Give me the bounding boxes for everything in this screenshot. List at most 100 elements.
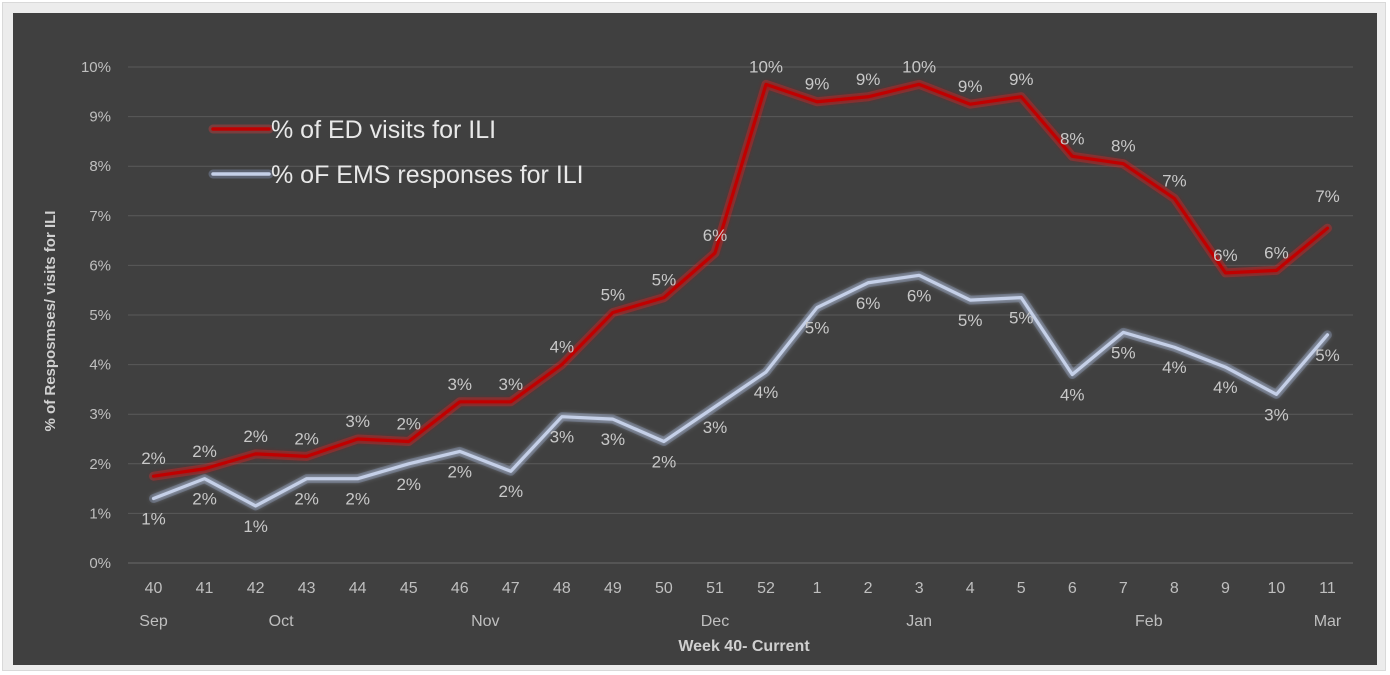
y-tick-label: 9% [89,109,111,126]
x-tick-label: 4 [966,580,975,597]
x-tick-label: 1 [813,580,822,597]
ems-data-label: 5% [805,319,830,338]
y-tick-label: 7% [89,208,111,225]
legend-label-ed: % of ED visits for ILI [271,116,496,144]
month-label: Oct [269,613,294,630]
ems-data-label: 1% [243,517,268,536]
x-tick-label: 41 [196,580,214,597]
data-labels: 2% 2% 2% 2% 3% 2% 3% 3% 4% 5% 5% 6% 10% 9% 9% 10% 9% 9% 8%… [141,57,1340,536]
month-label: Nov [471,613,499,630]
x-tick-label: 42 [247,580,265,597]
ems-data-label: 2% [294,490,319,509]
ems-data-label: 4% [1162,358,1187,377]
ems-data-label: 1% [141,510,166,529]
month-label: Jan [906,613,932,630]
ed-data-label: 6% [703,226,728,245]
ems-data-label: 4% [1213,378,1238,397]
x-axis-ticks: 40 41 42 43 44 45 46 47 48 49 50 51 52 1 2 3 4 5 6 7 8 9 10 11 [145,580,1336,597]
ed-data-label: 4% [550,338,575,357]
ed-data-label: 7% [1315,187,1340,206]
x-tick-label: 5 [1017,580,1026,597]
series-lines [149,79,1332,511]
x-tick-label: 50 [655,580,673,597]
y-axis-label: % of Resposmses/ visits for ILI [42,211,59,432]
ems-data-label: 5% [1315,346,1340,365]
x-tick-label: 3 [915,580,924,597]
legend: % of ED visits for ILI % oF EMS responses… [208,116,584,189]
ed-data-label: 6% [1213,246,1238,265]
ed-data-label: 7% [1162,171,1187,190]
y-tick-label: 10% [81,59,111,76]
x-tick-label: 8 [1170,580,1179,597]
month-label: Mar [1314,613,1342,630]
ed-data-label: 8% [1111,137,1136,156]
y-tick-label: 4% [89,357,111,374]
x-tick-label: 48 [553,580,571,597]
x-tick-label: 10 [1268,580,1286,597]
ems-data-label: 2% [396,475,421,494]
ems-data-label: 4% [1060,386,1085,405]
x-tick-label: 2 [864,580,873,597]
y-tick-label: 0% [89,555,111,572]
ems-data-label: 2% [447,462,472,481]
ed-data-label: 9% [1009,70,1034,89]
y-tick-label: 1% [89,505,111,522]
ems-data-label: 3% [550,428,575,447]
x-tick-label: 44 [349,580,367,597]
x-tick-label: 51 [706,580,724,597]
ed-data-label: 2% [396,414,421,433]
ed-data-label: 10% [902,57,936,76]
ems-data-label: 2% [192,490,217,509]
x-tick-label: 7 [1119,580,1128,597]
ed-data-label: 2% [141,449,166,468]
x-tick-label: 49 [604,580,622,597]
ems-data-label: 5% [1111,343,1136,362]
ed-data-label: 8% [1060,129,1085,148]
ems-data-label: 3% [601,430,626,449]
ems-data-label: 5% [1009,309,1034,328]
y-tick-label: 8% [89,158,111,175]
ems-responses-line [151,273,1330,508]
ed-data-label: 6% [1264,243,1289,262]
ed-data-label: 9% [856,70,881,89]
ems-data-label: 6% [856,294,881,313]
ed-data-label: 9% [805,75,830,94]
y-tick-label: 6% [89,257,111,274]
ed-data-label: 5% [652,271,677,290]
ed-data-label: 3% [447,375,472,394]
ed-data-label: 9% [958,77,983,96]
ed-data-label: 10% [749,57,783,76]
y-tick-label: 2% [89,456,111,473]
ems-data-label: 4% [754,383,779,402]
month-labels: Sep Oct Nov Dec Jan Feb Mar [139,613,1342,630]
x-tick-label: 46 [451,580,469,597]
ed-data-label: 5% [601,286,626,305]
x-tick-label: 43 [298,580,316,597]
x-tick-label: 52 [757,580,775,597]
ili-line-chart: 0%1%2%3%4%5%6%7%8%9%10% 40 41 42 43 44 45 46 47… [42,57,1353,655]
legend-label-ems: % oF EMS responses for ILI [271,161,584,189]
month-label: Sep [139,613,168,630]
chart-panel: 0% 1% 2% 3% 4% 5% 6% 7% 8% 9% 10% 40 41 42 43 44 45 46 47… [13,13,1377,665]
ed-data-label: 2% [192,442,217,461]
ems-data-label: 2% [345,490,370,509]
x-tick-label: 11 [1319,580,1336,597]
x-tick-label: 6 [1068,580,1077,597]
y-tick-label: 5% [89,307,111,324]
ed-data-label: 3% [499,375,524,394]
ems-data-label: 6% [907,286,932,305]
month-label: Dec [701,613,729,630]
ems-data-label: 5% [958,311,983,330]
ed-data-label: 2% [294,429,319,448]
x-tick-label: 45 [400,580,418,597]
y-axis-ticks: 0% 1% 2% 3% 4% 5% 6% 7% 8% 9% 10% [81,59,111,572]
month-label: Feb [1135,613,1163,630]
y-tick-label: 3% [89,406,111,423]
ems-data-label: 3% [1264,405,1289,424]
x-tick-label: 9 [1221,580,1230,597]
x-tick-label: 47 [502,580,520,597]
ems-data-label: 3% [703,418,728,437]
ems-data-label: 2% [652,452,677,471]
ed-visits-line [151,82,1330,478]
